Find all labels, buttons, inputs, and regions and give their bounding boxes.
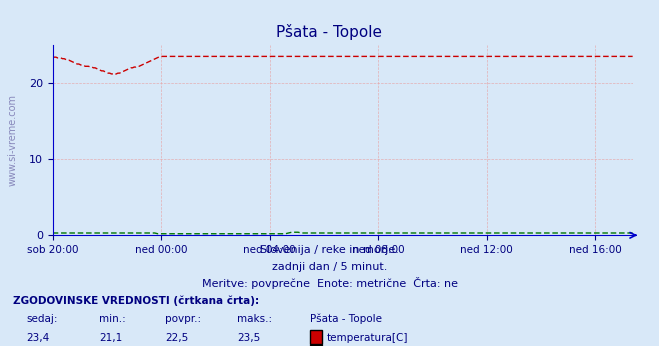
Text: povpr.:: povpr.:: [165, 314, 201, 324]
Text: maks.:: maks.:: [237, 314, 272, 324]
Text: Pšata - Topole: Pšata - Topole: [310, 313, 382, 324]
Text: sedaj:: sedaj:: [26, 314, 58, 324]
Text: zadnji dan / 5 minut.: zadnji dan / 5 minut.: [272, 262, 387, 272]
Text: 22,5: 22,5: [165, 333, 188, 343]
Text: 23,4: 23,4: [26, 333, 49, 343]
Text: Pšata - Topole: Pšata - Topole: [277, 24, 382, 40]
Text: temperatura[C]: temperatura[C]: [326, 333, 408, 343]
Text: Meritve: povprečne  Enote: metrične  Črta: ne: Meritve: povprečne Enote: metrične Črta:…: [202, 277, 457, 289]
Text: 21,1: 21,1: [99, 333, 122, 343]
Text: 23,5: 23,5: [237, 333, 260, 343]
Text: min.:: min.:: [99, 314, 126, 324]
Text: Slovenija / reke in morje.: Slovenija / reke in morje.: [260, 245, 399, 255]
Text: www.si-vreme.com: www.si-vreme.com: [7, 94, 17, 186]
Text: ZGODOVINSKE VREDNOSTI (črtkana črta):: ZGODOVINSKE VREDNOSTI (črtkana črta):: [13, 296, 259, 307]
